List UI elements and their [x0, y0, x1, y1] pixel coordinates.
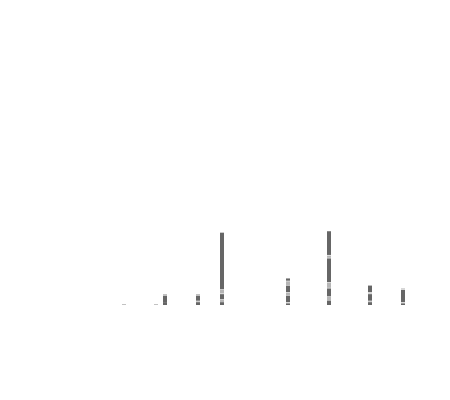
bar-segment: [196, 294, 200, 295]
bar-segment: [154, 304, 158, 305]
bar-segment: [327, 258, 331, 283]
bar-segment: [327, 288, 331, 297]
bar-segment: [220, 289, 224, 294]
bar-segment: [368, 302, 372, 305]
bar-segment: [286, 302, 290, 304]
bar-segment: [368, 292, 372, 294]
bar-segment: [401, 303, 405, 305]
bars-group: [122, 231, 405, 305]
bar-segment: [327, 231, 331, 255]
bar-segment: [286, 285, 290, 293]
bar-segment: [286, 278, 290, 281]
bar-segment: [327, 282, 331, 288]
bar-segment: [122, 304, 126, 305]
bar-segment: [163, 295, 167, 303]
bar-segment: [368, 294, 372, 301]
bar-segment: [196, 295, 200, 301]
bar-segment: [196, 302, 200, 305]
bar-segment: [220, 302, 224, 305]
bar-segment: [220, 232, 224, 290]
bar-segment: [163, 302, 167, 305]
bar-segment: [286, 292, 290, 295]
bar-segment: [368, 301, 372, 303]
bar-segment: [220, 299, 224, 303]
bar-segment: [163, 294, 167, 295]
bar-segment: [286, 303, 290, 305]
bar-segment: [401, 289, 405, 303]
bar-segment: [196, 301, 200, 303]
bar-segment: [327, 297, 331, 301]
bar-segment: [220, 294, 224, 300]
bar-segment: [327, 255, 331, 258]
bar-segment: [401, 288, 405, 290]
bar-segment: [286, 281, 290, 285]
bar-segment: [368, 285, 372, 293]
bar-segment: [401, 302, 405, 304]
bar-segment: [286, 295, 290, 303]
bar-segment: [327, 300, 331, 305]
